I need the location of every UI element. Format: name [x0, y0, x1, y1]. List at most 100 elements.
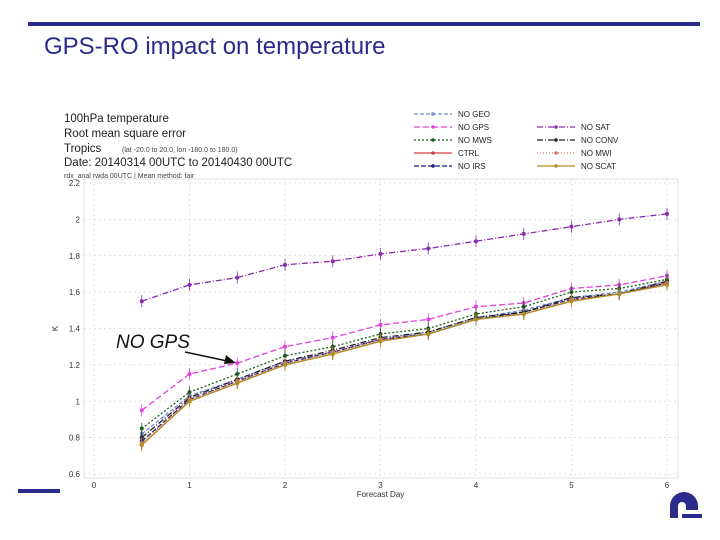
annotation-arrow-line	[184, 351, 233, 363]
series-line	[141, 282, 668, 442]
data-point	[474, 317, 478, 322]
y-tick-label: 2	[76, 215, 81, 224]
legend-marker	[554, 138, 558, 142]
legend-item: NO SAT	[537, 123, 610, 132]
legend-item: NO GEO	[414, 110, 490, 119]
data-point	[378, 322, 383, 327]
legend-item: CTRL	[414, 149, 479, 158]
series-line	[141, 213, 668, 302]
series-line	[141, 275, 668, 411]
legend-label: NO GPS	[458, 123, 489, 132]
data-point	[139, 426, 144, 431]
y-tick-label: 1	[76, 397, 81, 406]
chart-title-line-3: Tropics	[64, 143, 102, 155]
series-line	[141, 280, 668, 439]
series-line	[141, 278, 668, 430]
chart-axes: 0.6 0.8 1 1.2 1.4 1.6 1.8 2 2.2 0 1 2 3 4 5 6 Forecast D…	[51, 179, 670, 499]
legend-marker	[554, 125, 558, 129]
data-point	[330, 335, 335, 340]
y-tick-label: 2.2	[69, 179, 81, 188]
chart-legend: NO GEO NO GPS NO MWS CTRL NO IRS NO SAT NO CON…	[414, 110, 619, 171]
legend-marker	[431, 112, 435, 116]
legend-label: CTRL	[458, 149, 479, 158]
organization-logo-icon	[670, 492, 702, 518]
chart-title-line-4: Date: 20140314 00UTC to 20140430 00UTC	[64, 157, 292, 169]
y-tick-label: 0.6	[69, 470, 81, 479]
y-axis-label: K	[51, 325, 60, 331]
legend-item: NO SCAT	[537, 162, 616, 171]
data-point	[521, 311, 526, 316]
legend-label: NO SAT	[581, 123, 610, 132]
legend-item: NO MWI	[537, 149, 612, 158]
legend-marker	[554, 164, 558, 168]
data-point	[617, 291, 622, 296]
x-tick-label: 1	[187, 481, 192, 490]
data-point	[474, 239, 478, 244]
data-point	[378, 339, 383, 344]
legend-marker	[431, 125, 435, 129]
data-point	[283, 362, 287, 367]
legend-marker	[554, 151, 558, 155]
chart-title-line-1: 100hPa temperature	[64, 113, 169, 125]
data-point	[569, 224, 574, 229]
data-point	[617, 217, 622, 222]
data-point	[283, 344, 287, 349]
data-point	[283, 262, 287, 267]
y-tick-label: 0.8	[69, 434, 81, 443]
annotation-arrowhead	[224, 355, 236, 364]
data-point	[187, 399, 192, 404]
x-tick-label: 3	[378, 481, 383, 490]
data-point	[426, 331, 431, 336]
chart-grid	[83, 178, 679, 479]
legend-marker	[431, 151, 435, 155]
y-tick-label: 1.8	[69, 252, 81, 261]
x-tick-label: 2	[283, 481, 288, 490]
top-accent-bar	[28, 22, 700, 26]
data-point	[235, 361, 240, 366]
data-point	[521, 231, 526, 236]
annotation-no-gps: NO GPS	[116, 332, 190, 353]
data-point	[187, 282, 192, 287]
legend-item: NO CONV	[537, 136, 619, 145]
data-point	[139, 299, 144, 304]
series-line	[141, 284, 668, 446]
chart-caption: rdx_anal rwda 00UTC | Mean method: fair	[64, 173, 195, 180]
legend-label: NO GEO	[458, 110, 490, 119]
x-tick-label: 6	[665, 481, 670, 490]
data-point	[665, 282, 669, 287]
x-tick-label: 4	[474, 481, 479, 490]
chart-region-detail: (lat -20.0 to 20.0, lon -180.0 to 180.0)	[122, 147, 238, 154]
legend-item: NO IRS	[414, 162, 486, 171]
legend-marker	[431, 164, 435, 168]
slide-title: GPS-RO impact on temperature	[44, 33, 386, 60]
chart-series	[139, 207, 669, 451]
series-no-scat	[139, 278, 669, 451]
data-point	[139, 442, 144, 447]
legend-marker	[431, 138, 435, 142]
y-tick-label: 1.2	[69, 361, 81, 370]
x-tick-label: 5	[569, 481, 574, 490]
data-point	[330, 351, 335, 356]
data-point	[235, 381, 240, 386]
legend-label: NO SCAT	[581, 162, 616, 171]
chart-title-block: 100hPa temperature Root mean square erro…	[64, 113, 292, 180]
y-tick-label: 1.6	[69, 288, 81, 297]
chart-title-line-2: Root mean square error	[64, 128, 186, 140]
data-point	[569, 299, 574, 304]
x-axis-label: Forecast Day	[357, 490, 405, 499]
data-point	[426, 246, 431, 251]
data-point	[378, 251, 383, 256]
data-point	[426, 317, 431, 322]
legend-label: NO MWI	[581, 149, 612, 158]
x-tick-label: 0	[92, 481, 97, 490]
data-point	[235, 275, 240, 280]
data-point	[474, 304, 478, 309]
data-point	[330, 259, 335, 264]
legend-item: NO GPS	[414, 123, 489, 132]
legend-label: NO CONV	[581, 136, 619, 145]
y-tick-label: 1.4	[69, 325, 81, 334]
data-point	[665, 211, 669, 216]
legend-label: NO MWS	[458, 136, 492, 145]
data-point	[187, 371, 192, 376]
